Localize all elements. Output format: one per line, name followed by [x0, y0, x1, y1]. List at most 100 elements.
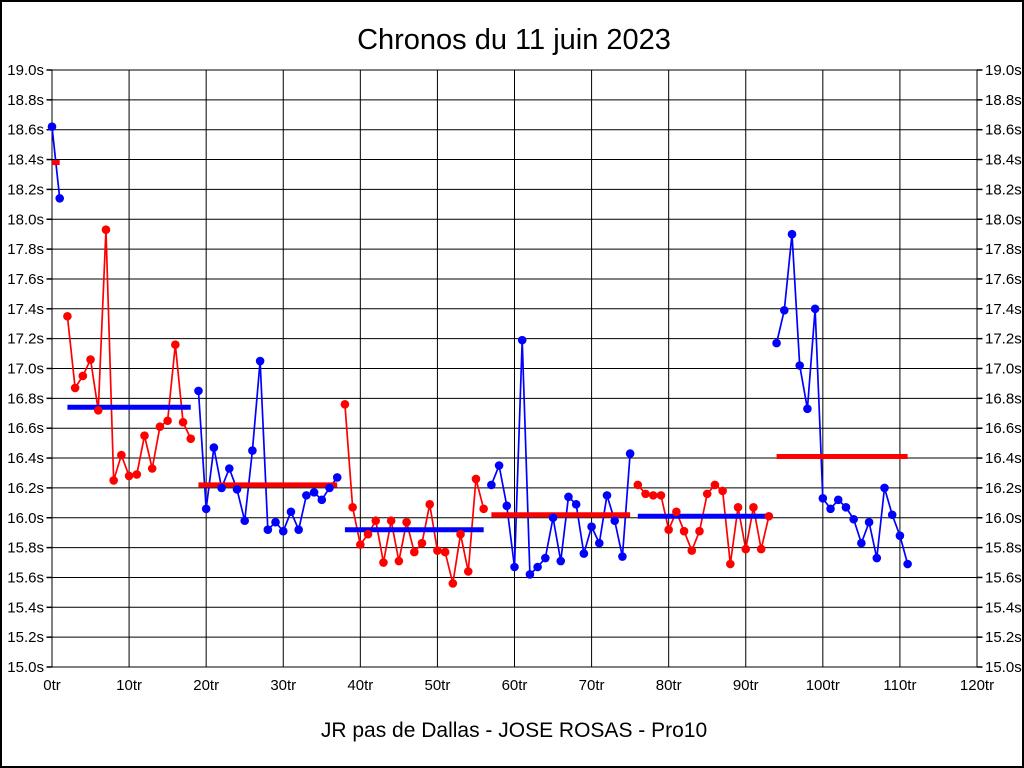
lap-series-line-blue: [490, 340, 631, 577]
y-axis-label-left: 18.8s: [7, 92, 44, 109]
lap-point-blue: [255, 356, 265, 366]
lap-point-blue: [625, 449, 635, 458]
y-axis-label-right: 17.8s: [985, 241, 1022, 258]
y-axis-label-right: 15.2s: [985, 629, 1022, 646]
y-axis-label-left: 15.2s: [7, 629, 44, 646]
lap-point-red: [733, 503, 743, 512]
lap-point-blue: [887, 510, 897, 520]
lap-point-red: [140, 431, 149, 440]
y-axis-label-left: 16.4s: [7, 450, 44, 467]
x-axis-label: 10tr: [116, 677, 142, 694]
lap-point-blue: [332, 473, 342, 482]
lap-point-blue: [325, 483, 334, 493]
lap-point-red: [386, 516, 396, 526]
lap-point-red: [363, 529, 373, 539]
lap-point-red: [672, 507, 681, 517]
lap-point-blue: [795, 361, 805, 370]
lap-point-blue: [880, 483, 889, 493]
lap-point-blue: [517, 335, 527, 345]
lap-point-blue: [248, 446, 257, 455]
lap-point-red: [86, 355, 95, 364]
lap-point-blue: [872, 553, 882, 563]
x-axis-label: 120tr: [960, 677, 994, 694]
y-axis-label-left: 15.0s: [7, 659, 44, 676]
lap-point-blue: [194, 386, 203, 396]
lap-point-red: [741, 544, 751, 554]
x-axis-label: 70tr: [579, 677, 605, 694]
lap-point-blue: [232, 485, 242, 494]
lap-point-red: [186, 434, 196, 443]
x-axis-label: 100tr: [806, 677, 840, 694]
lap-point-blue: [217, 483, 226, 493]
lap-point-red: [448, 579, 458, 588]
lap-point-blue: [779, 305, 789, 315]
lap-point-red: [718, 486, 727, 496]
lap-point-blue: [803, 404, 812, 414]
lap-point-blue: [47, 122, 57, 132]
lap-point-blue: [271, 517, 280, 527]
y-axis-label-left: 15.4s: [7, 599, 44, 616]
lap-point-blue: [895, 531, 905, 540]
y-axis-label-right: 17.4s: [985, 301, 1022, 318]
lap-point-blue: [587, 522, 596, 532]
lap-series-line-red: [344, 404, 485, 584]
y-axis-label-left: 17.2s: [7, 331, 44, 348]
y-axis-label-right: 16.2s: [985, 480, 1022, 497]
y-axis-label-right: 15.6s: [985, 569, 1022, 586]
lap-point-blue: [55, 194, 65, 203]
lap-point-blue: [533, 562, 542, 572]
lap-point-red: [656, 491, 666, 500]
lap-point-blue: [294, 525, 303, 534]
lap-point-red: [664, 525, 673, 534]
x-axis-label: 30tr: [270, 677, 296, 694]
y-axis-label-left: 17.8s: [7, 241, 44, 258]
lap-point-red: [679, 526, 689, 536]
y-axis-label-left: 16.0s: [7, 510, 44, 527]
x-axis-label: 60tr: [502, 677, 528, 694]
lap-point-red: [147, 464, 157, 473]
x-axis-label: 40tr: [347, 677, 373, 694]
lap-point-blue: [494, 461, 504, 470]
lap-point-red: [756, 544, 766, 554]
lap-point-red: [117, 450, 126, 460]
lap-point-blue: [857, 538, 866, 548]
lap-point-red: [132, 470, 142, 479]
y-axis-label-right: 19.0s: [985, 62, 1022, 79]
lap-point-blue: [201, 504, 211, 514]
y-axis-label-right: 16.4s: [985, 450, 1022, 467]
lap-point-red: [456, 529, 465, 539]
lap-point-blue: [864, 517, 874, 527]
lap-point-blue: [525, 570, 535, 579]
y-axis-label-left: 18.0s: [7, 211, 44, 228]
lap-point-red: [695, 526, 704, 536]
lap-point-blue: [564, 492, 573, 502]
y-axis-label-left: 16.8s: [7, 390, 44, 407]
y-axis-label-right: 18.2s: [985, 181, 1022, 198]
y-axis-label-left: 19.0s: [7, 62, 44, 79]
lap-point-red: [93, 405, 103, 415]
lap-point-blue: [849, 514, 858, 524]
lap-point-blue: [841, 503, 851, 512]
lap-point-red: [471, 474, 481, 484]
y-axis-label-left: 18.2s: [7, 181, 44, 198]
lap-point-red: [433, 546, 442, 555]
y-axis-label-right: 17.2s: [985, 331, 1022, 348]
y-axis-label-right: 17.0s: [985, 361, 1022, 378]
lap-point-red: [109, 476, 118, 485]
lap-point-blue: [602, 491, 612, 500]
lap-point-red: [648, 491, 658, 500]
lap-point-blue: [903, 559, 912, 569]
lap-point-blue: [548, 513, 558, 523]
lap-point-red: [425, 500, 435, 509]
lap-point-blue: [772, 338, 781, 348]
lap-point-red: [70, 383, 80, 393]
x-axis-label: 90tr: [733, 677, 759, 694]
y-axis-label-left: 16.6s: [7, 420, 44, 437]
lap-point-blue: [618, 552, 627, 561]
lap-point-red: [101, 225, 111, 234]
lap-point-red: [63, 311, 72, 321]
y-axis-label-left: 16.2s: [7, 480, 44, 497]
lap-point-blue: [263, 525, 273, 534]
lap-point-blue: [610, 516, 620, 526]
